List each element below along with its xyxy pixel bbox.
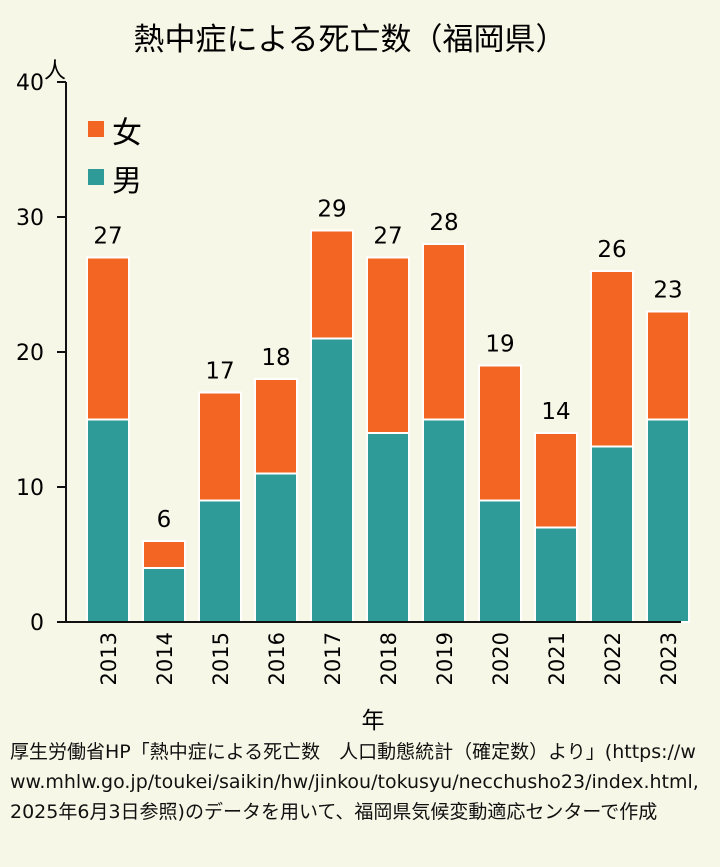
bar-segment-male: [366, 432, 410, 623]
y-tick-label: 20: [16, 341, 44, 366]
x-tick-label: 2014: [153, 632, 177, 685]
bar-segment-male: [86, 418, 130, 623]
y-tick-label: 10: [16, 476, 44, 501]
bar-total-label: 14: [541, 399, 570, 425]
bar-segment-female: [422, 243, 466, 421]
bar-segment-female: [142, 540, 186, 569]
y-tick-label: 0: [30, 611, 44, 636]
bar-segment-male: [254, 472, 298, 623]
bar-segment-female: [534, 432, 578, 529]
bar-segment-male: [198, 499, 242, 623]
bar-total-label: 6: [157, 507, 172, 533]
y-axis-ticks: 0 10 20 30 40: [16, 71, 66, 636]
bar-segment-male: [478, 499, 522, 623]
x-axis-label: 年: [362, 708, 385, 734]
x-tick-label: 2020: [489, 632, 513, 685]
bar-total-label: 27: [373, 224, 402, 250]
bar-total-label: 23: [653, 278, 682, 304]
bar-total-label: 19: [485, 332, 514, 358]
x-tick-label: 2019: [433, 632, 457, 685]
y-tick-label: 40: [16, 71, 44, 96]
legend-swatch: [88, 169, 104, 185]
bars: [86, 229, 690, 623]
bar-segment-female: [86, 256, 130, 421]
bar-segment-female: [254, 378, 298, 475]
bar-total-label: 28: [429, 210, 458, 236]
bar-total-label: 29: [317, 197, 346, 223]
bar-total-label: 26: [597, 237, 626, 263]
x-tick-label: 2021: [545, 632, 569, 685]
bar-segment-female: [198, 391, 242, 502]
x-tick-label: 2013: [97, 632, 121, 685]
x-tick-label: 2017: [321, 632, 345, 685]
x-axis-ticks: 2013 2014 2015 2016 2017 2018 2019 2020 2021 2022…: [97, 632, 681, 685]
x-tick-label: 2018: [377, 632, 401, 685]
y-tick-label: 30: [16, 206, 44, 231]
bar-totals: 27 6 17 18 29 27 28 19 14 26 23: [93, 197, 682, 534]
legend-label: 男: [112, 164, 142, 199]
bar-segment-male: [422, 418, 466, 623]
bar-total-label: 18: [261, 345, 290, 371]
x-tick-label: 2016: [265, 632, 289, 685]
x-tick-label: 2015: [209, 632, 233, 685]
bar-segment-male: [142, 567, 186, 623]
bar-segment-male: [590, 445, 634, 623]
bar-segment-female: [478, 364, 522, 502]
y-axis-unit: 人: [44, 59, 66, 84]
x-tick-label: 2022: [601, 632, 625, 685]
legend: 女男: [88, 116, 142, 199]
x-tick-label: 2023: [657, 632, 681, 685]
legend-label: 女: [112, 116, 142, 151]
bar-total-label: 17: [205, 359, 234, 385]
bar-total-label: 27: [93, 224, 122, 250]
bar-segment-male: [646, 418, 690, 623]
bar-segment-female: [646, 310, 690, 421]
chart: 熱中症による死亡数（福岡県） 人 0 10 20 30 40 27 6 17 18 29 27 28…: [16, 22, 690, 734]
bar-segment-female: [310, 229, 354, 340]
chart-title: 熱中症による死亡数（福岡県）: [133, 22, 566, 58]
bar-segment-male: [310, 337, 354, 623]
source-note: 厚生労働省HP「熱中症による死亡数 人口動態統計（確定数）より」(https:/…: [10, 741, 699, 823]
legend-swatch: [88, 121, 104, 137]
bar-segment-female: [366, 256, 410, 434]
bar-segment-female: [590, 270, 634, 448]
bar-segment-male: [534, 526, 578, 623]
